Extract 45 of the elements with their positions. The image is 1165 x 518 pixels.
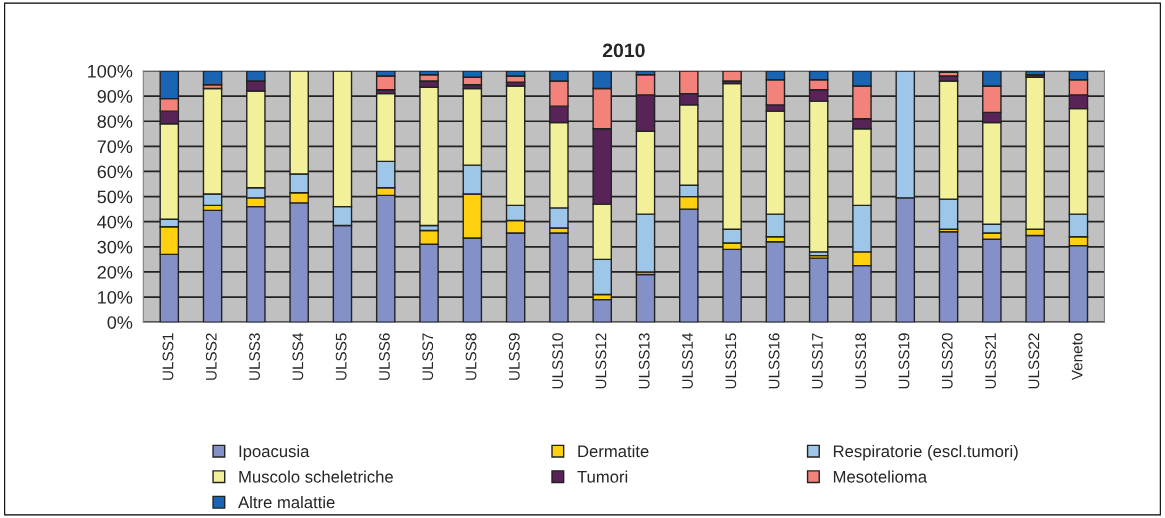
x-tick-label: ULSS4 xyxy=(292,333,304,380)
x-tick-label: Veneto xyxy=(1071,333,1083,381)
x-tick-label: ULSS13 xyxy=(638,333,650,389)
x-tick-label: ULSS21 xyxy=(985,333,996,389)
x-tick-label: ULSS19 xyxy=(898,333,910,389)
bar xyxy=(375,75,396,91)
x-tick-label: ULSS10 xyxy=(552,333,564,389)
y-tick-label: 40% xyxy=(97,215,133,229)
x-tick-label: ULSS17 xyxy=(811,333,823,389)
x-tick-label: ULSS12 xyxy=(595,333,607,389)
y-tick-label: 60% xyxy=(97,165,133,179)
bar xyxy=(1025,70,1045,76)
x-tick-label: ULSS7 xyxy=(422,333,434,380)
y-tick-label: 70% xyxy=(97,140,133,154)
y-tick-label: 100% xyxy=(88,64,133,78)
x-tick-label: ULSS9 xyxy=(508,333,520,380)
legend-label: Mesotelioma xyxy=(833,470,928,483)
y-tick-label: 50% xyxy=(97,190,133,204)
legend-label: Muscolo scheletriche xyxy=(239,470,393,483)
x-tick-label: ULSS6 xyxy=(379,333,390,380)
legend-label: Dermatite xyxy=(578,444,649,458)
chart-title: 2010 xyxy=(602,43,645,58)
legend-label: Respiratorie (escl.tumori) xyxy=(833,444,1018,461)
legend-label: Ipoacusia xyxy=(239,444,310,461)
bar xyxy=(722,70,742,82)
x-tick-label: ULSS3 xyxy=(249,333,260,380)
y-tick-label: 10% xyxy=(98,291,133,304)
y-tick-label: 90% xyxy=(97,90,133,103)
x-tick-label: ULSS2 xyxy=(205,333,217,380)
x-tick-label: ULSS14 xyxy=(682,333,693,389)
y-tick-label: 30% xyxy=(97,240,133,254)
x-tick-label: ULSS16 xyxy=(768,333,780,389)
legend-label: Altre malattie xyxy=(238,496,335,509)
x-tick-label: ULSS18 xyxy=(855,333,867,389)
y-tick-label: 0% xyxy=(107,316,133,329)
x-tick-label: ULSS1 xyxy=(162,333,174,380)
y-tick-label: 20% xyxy=(97,265,133,279)
x-tick-label: ULSS22 xyxy=(1028,333,1040,389)
x-tick-label: ULSS8 xyxy=(465,333,477,380)
y-tick-label: 80% xyxy=(97,115,133,128)
x-tick-label: ULSS15 xyxy=(725,333,737,389)
legend-label: Tumori xyxy=(577,470,628,483)
x-tick-label: ULSS20 xyxy=(941,333,953,389)
x-tick-label: ULSS5 xyxy=(335,333,347,380)
bar xyxy=(202,70,223,86)
